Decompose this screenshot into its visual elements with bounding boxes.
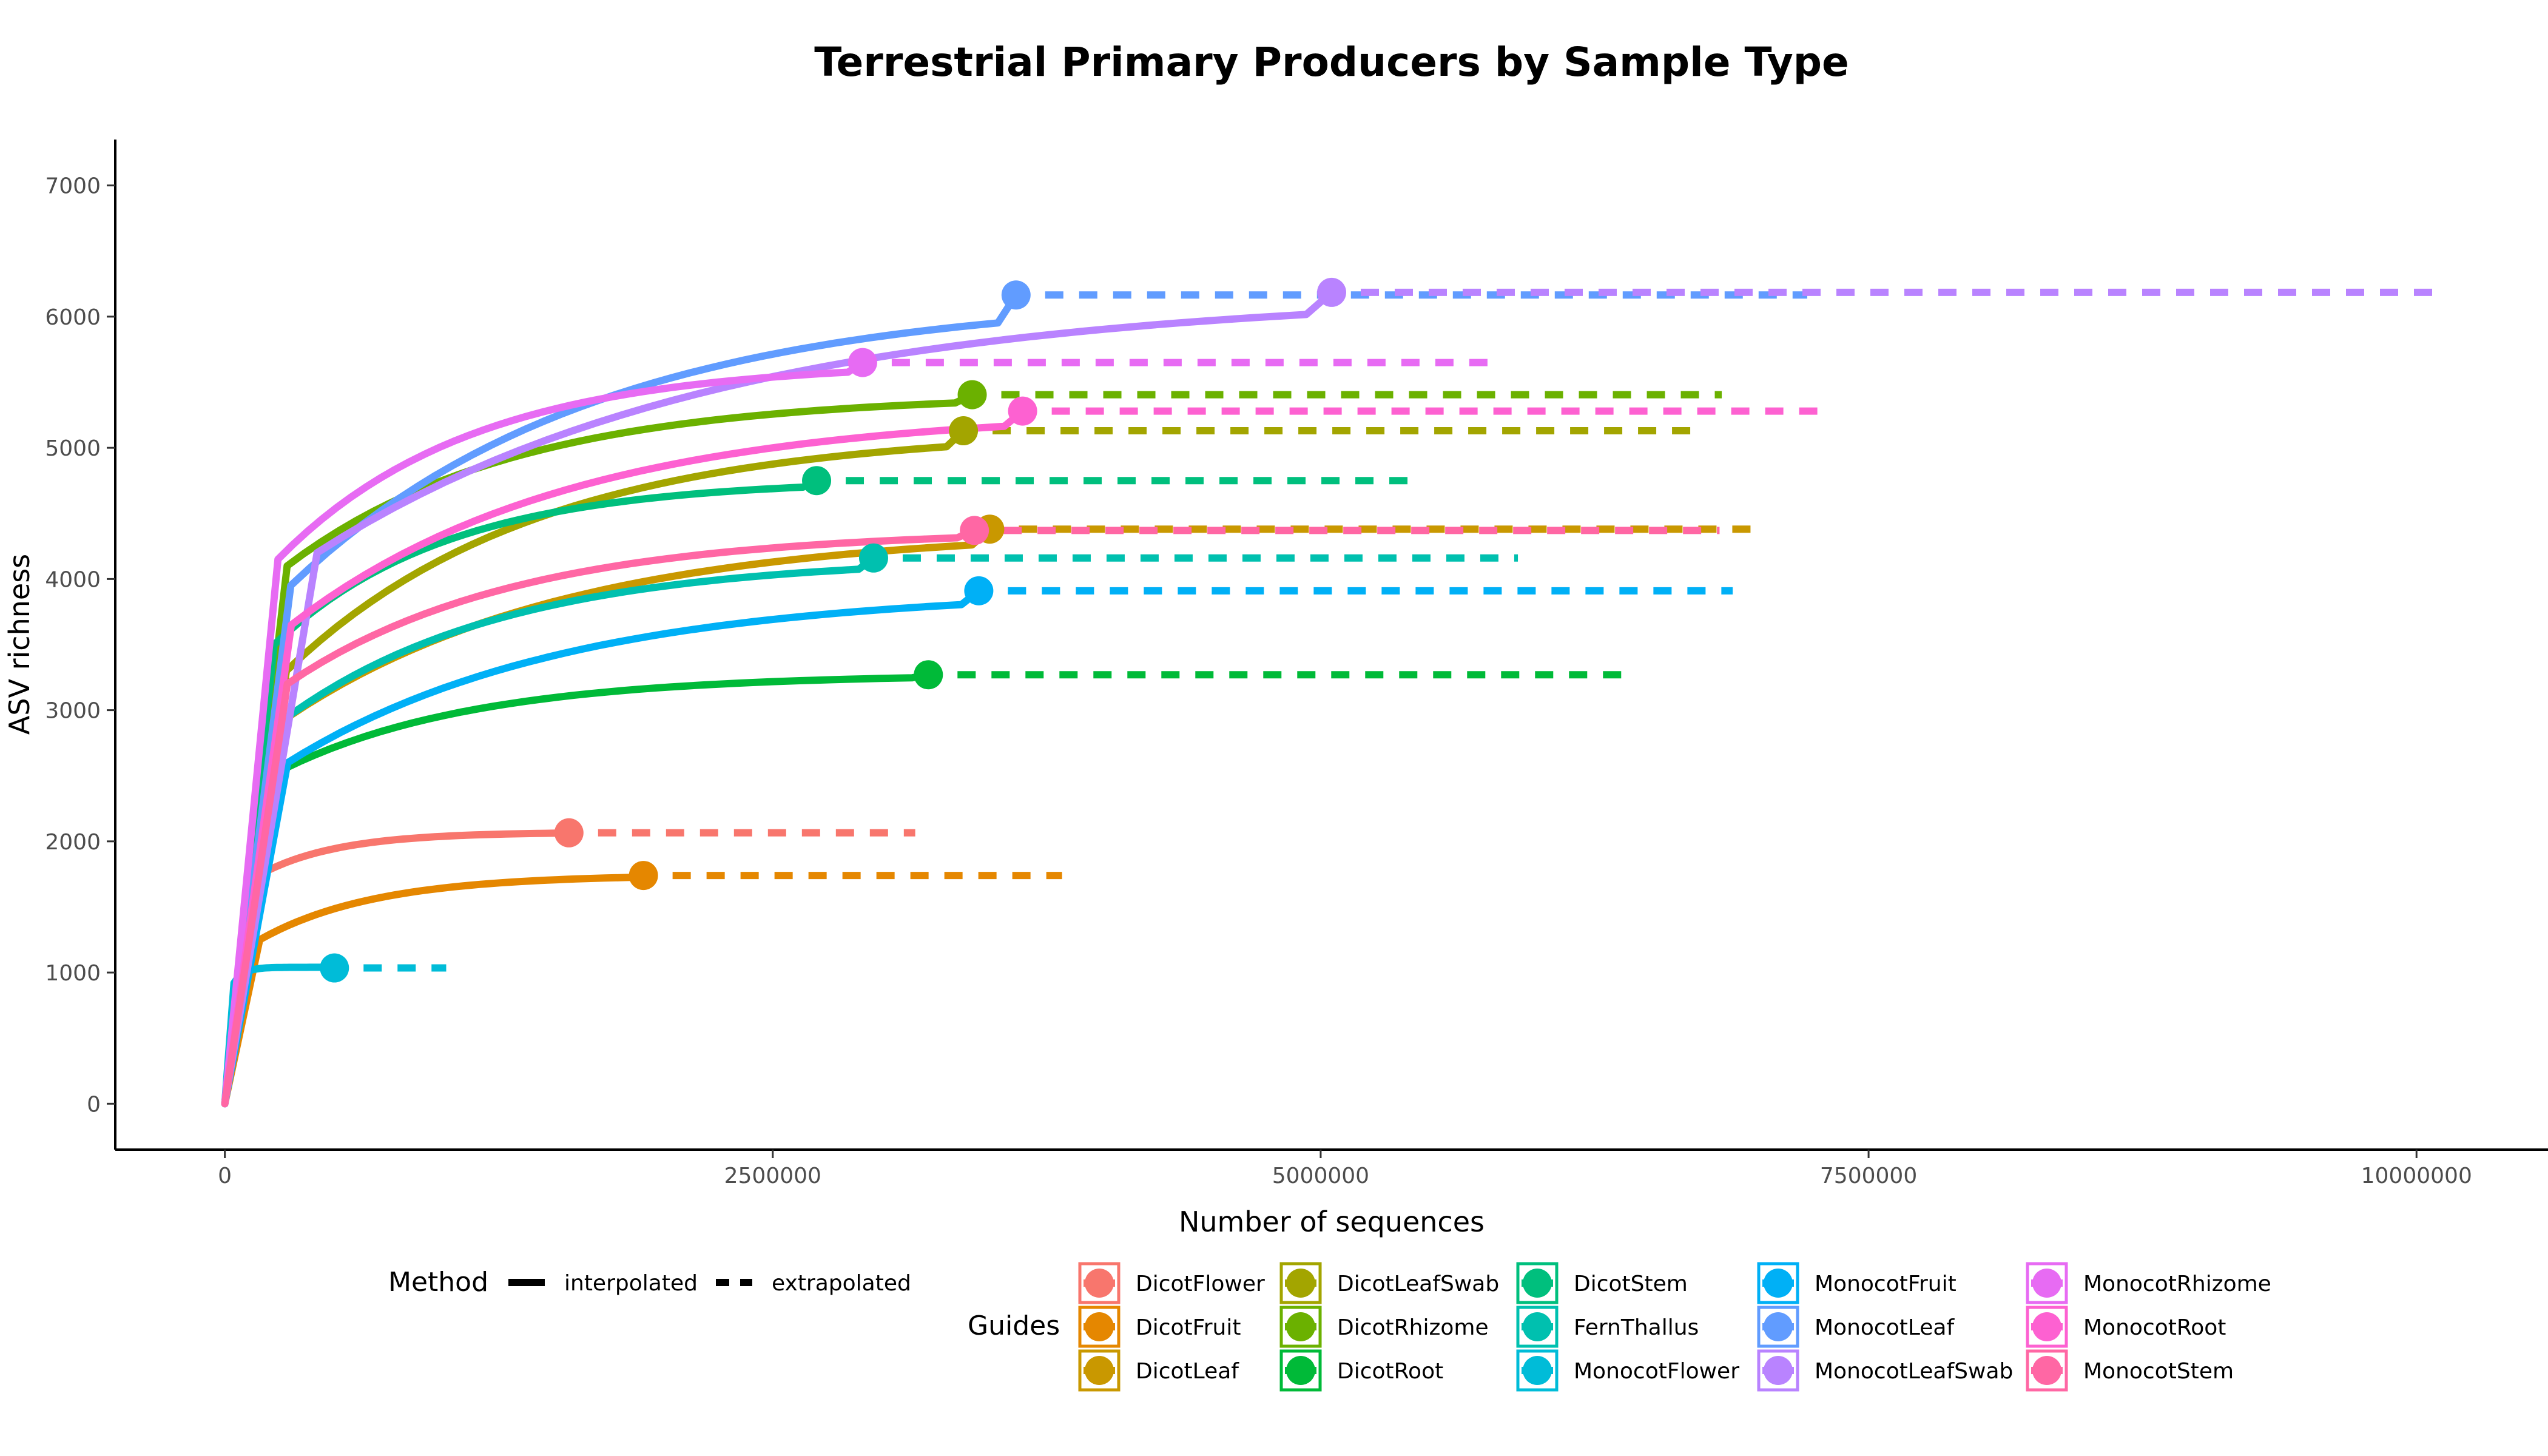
observed-point-monocotleafswab — [1317, 277, 1346, 307]
series-line-monocotfruit-interpolated — [221, 587, 983, 1108]
series-line-monocotleaf-interpolated — [221, 291, 1020, 1108]
legend-key-point-dicotleafswab — [1286, 1269, 1315, 1298]
series-line-monocotroot-interpolated — [221, 407, 1026, 1108]
observed-point-dicotrhizome — [957, 380, 987, 410]
y-axis-ticks: 0 1000 2000 3000 4000 5000 6000 7000 — [45, 174, 115, 1117]
legend-label-dicotrhizome: DicotRhizome — [1337, 1315, 1489, 1340]
series-line-fernthallus-interpolated — [221, 554, 877, 1108]
x-tick-label: 0 — [218, 1164, 232, 1188]
legend-label-monocotfruit: MonocotFruit — [1815, 1272, 1956, 1296]
guides-legend: DicotFlower DicotFruit DicotLeaf DicotLeafS… — [1078, 1262, 2271, 1392]
series-line-dicotflower-interpolated — [221, 829, 573, 1108]
observed-point-dicotstem — [802, 466, 832, 496]
observed-point-dicotflower — [554, 818, 584, 848]
legend-label-monocotrhizome: MonocotRhizome — [2083, 1272, 2271, 1296]
legend-key-point-dicotleaf — [1085, 1356, 1114, 1385]
method-legend-title: Method — [388, 1267, 488, 1298]
legend-label-monocotflower: MonocotFlower — [1574, 1359, 1739, 1384]
observed-points-layer — [320, 277, 1346, 983]
series-line-dicotfruit-interpolated — [221, 872, 647, 1108]
legend: Method interpolated extrapolated Guides D… — [388, 1262, 2271, 1392]
x-tick-label: 2500000 — [724, 1164, 821, 1188]
legend-key-point-monocotstem — [2032, 1356, 2061, 1385]
y-tick-label: 6000 — [45, 305, 101, 330]
legend-label-dicotstem: DicotStem — [1574, 1272, 1688, 1296]
legend-label-fernthallus: FernThallus — [1574, 1315, 1699, 1340]
y-tick-label: 7000 — [45, 174, 101, 199]
legend-label-monocotstem: MonocotStem — [2083, 1359, 2234, 1384]
observed-point-dicotroot — [914, 660, 943, 690]
series-line-monocotrhizome-interpolated — [221, 359, 866, 1108]
series-line-monocotleafswab-interpolated — [221, 288, 1335, 1108]
y-tick-label: 0 — [87, 1092, 101, 1117]
y-tick-label: 3000 — [45, 699, 101, 724]
method-label-extrapolated: extrapolated — [772, 1271, 911, 1296]
x-axis-label: Number of sequences — [1179, 1205, 1485, 1238]
observed-point-monocotstem — [960, 516, 989, 545]
y-tick-label: 2000 — [45, 830, 101, 855]
x-tick-label: 10000000 — [2361, 1164, 2472, 1188]
y-tick-label: 4000 — [45, 567, 101, 592]
method-legend: interpolated extrapolated — [508, 1271, 911, 1296]
legend-key-point-monocotleafswab — [1764, 1356, 1793, 1385]
legend-label-dicotleafswab: DicotLeafSwab — [1337, 1272, 1499, 1296]
y-axis-label: ASV richness — [3, 554, 36, 735]
legend-key-point-dicotflower — [1085, 1269, 1114, 1298]
legend-label-monocotleafswab: MonocotLeafSwab — [1815, 1359, 2013, 1384]
plot-area — [221, 277, 2439, 1108]
observed-point-dicotfruit — [629, 861, 658, 891]
legend-key-point-monocotrhizome — [2032, 1269, 2061, 1298]
legend-label-dicotfruit: DicotFruit — [1136, 1315, 1241, 1340]
legend-key-point-monocotroot — [2032, 1312, 2061, 1341]
y-tick-label: 5000 — [45, 436, 101, 461]
x-tick-label: 7500000 — [1820, 1164, 1917, 1188]
legend-key-point-monocotfruit — [1764, 1269, 1793, 1298]
y-tick-label: 1000 — [45, 961, 101, 986]
series-line-dicotleafswab-interpolated — [221, 427, 968, 1108]
observed-point-monocotfruit — [964, 576, 994, 605]
observed-point-monocotrhizome — [848, 348, 877, 377]
series-line-dicotroot-interpolated — [221, 671, 932, 1108]
legend-key-point-fernthallus — [1523, 1312, 1552, 1341]
observed-point-dicotleafswab — [949, 416, 979, 446]
legend-label-dicotroot: DicotRoot — [1337, 1359, 1443, 1384]
legend-key-point-dicotrhizome — [1286, 1312, 1315, 1341]
legend-label-monocotleaf: MonocotLeaf — [1815, 1315, 1955, 1340]
legend-key-point-dicotstem — [1523, 1269, 1552, 1298]
legend-label-monocotroot: MonocotRoot — [2083, 1315, 2226, 1340]
guides-legend-title: Guides — [968, 1310, 1060, 1341]
observed-point-monocotflower — [320, 953, 349, 983]
x-axis-ticks: 0 2500000 5000000 7500000 10000000 — [218, 1150, 2472, 1188]
legend-label-dicotflower: DicotFlower — [1136, 1272, 1265, 1296]
legend-key-point-dicotroot — [1286, 1356, 1315, 1385]
observed-point-monocotleaf — [1001, 280, 1031, 310]
method-label-interpolated: interpolated — [564, 1271, 698, 1296]
legend-label-dicotleaf: DicotLeaf — [1136, 1359, 1239, 1384]
chart-title: Terrestrial Primary Producers by Sample … — [814, 39, 1849, 86]
x-tick-label: 5000000 — [1272, 1164, 1369, 1188]
legend-key-point-dicotfruit — [1085, 1312, 1114, 1341]
legend-key-point-monocotleaf — [1764, 1312, 1793, 1341]
observed-point-monocotroot — [1008, 396, 1037, 426]
observed-point-fernthallus — [858, 543, 888, 573]
legend-key-point-monocotflower — [1523, 1356, 1552, 1385]
series-line-monocotstem-interpolated — [221, 527, 979, 1108]
series-layer — [221, 288, 2439, 1108]
